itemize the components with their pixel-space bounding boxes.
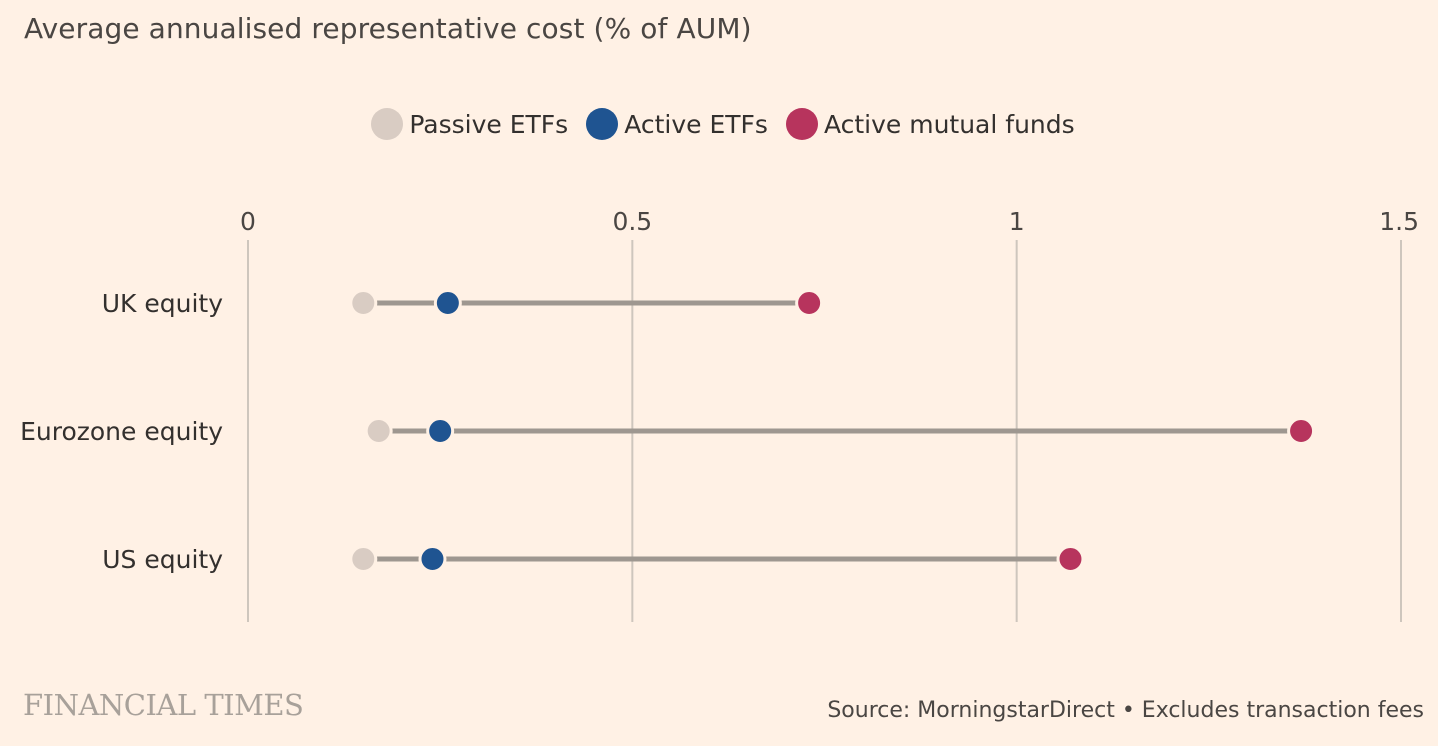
data-point <box>1287 417 1316 445</box>
x-tick-label: 0.5 <box>612 207 652 236</box>
legend-label-active-mutual-funds: Active mutual funds <box>823 109 1075 139</box>
data-point <box>1056 545 1085 573</box>
data-point <box>418 545 447 573</box>
legend-label-passive-etfs: Passive ETFs <box>409 109 569 139</box>
legend-item-active-mutual-funds: Active mutual funds <box>785 108 1075 140</box>
category-label: US equity <box>102 545 223 574</box>
legend-item-active-etfs: Active ETFs <box>586 108 768 140</box>
data-point <box>349 289 378 317</box>
x-tick-label: 1.5 <box>1379 207 1419 236</box>
category-label: UK equity <box>102 289 223 318</box>
chart-legend: Passive ETFs Active ETFs Active mutual f… <box>0 108 1438 140</box>
x-tick-label: 1 <box>1009 207 1025 236</box>
legend-swatch-passive-etfs <box>371 108 404 140</box>
legend-swatch-active-etfs <box>586 108 619 140</box>
legend-swatch-active-mutual-funds <box>785 108 818 140</box>
source-note: Source: MorningstarDirect • Excludes tra… <box>827 698 1424 723</box>
legend-item-passive-etfs: Passive ETFs <box>371 108 568 140</box>
data-point <box>433 289 462 317</box>
data-point <box>426 417 455 445</box>
x-tick-label: 0 <box>240 207 256 236</box>
data-point <box>349 545 378 573</box>
chart-title: Average annualised representative cost (… <box>24 12 752 45</box>
data-point <box>364 417 393 445</box>
ft-logo: FINANCIAL TIMES <box>23 688 304 722</box>
legend-label-active-etfs: Active ETFs <box>624 109 768 139</box>
data-point <box>795 289 824 317</box>
category-label: Eurozone equity <box>20 417 223 446</box>
